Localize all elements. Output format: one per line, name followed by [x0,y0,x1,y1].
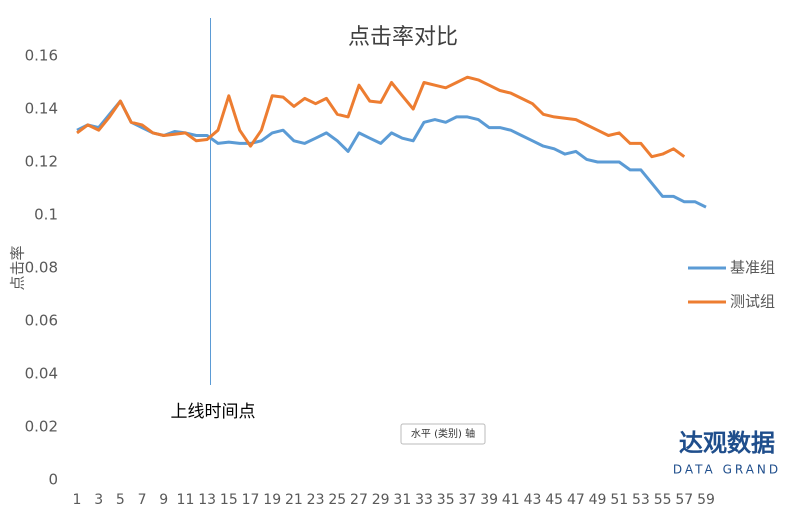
y-tick-label: 0.1 [34,206,58,224]
x-tick-label: 47 [567,492,585,508]
legend-label: 基准组 [730,259,775,277]
x-tick-label: 1 [73,492,82,508]
x-tick-label: 35 [437,492,455,508]
watermark: 达观数据 [679,429,775,457]
y-tick-label: 0 [48,471,58,489]
line-series [76,75,686,159]
y-tick-label: 0.02 [25,418,58,436]
x-tick-label: 21 [285,492,303,508]
y-tick-label: 0.12 [25,153,58,171]
x-tick-label: 39 [480,492,498,508]
y-tick-label: 0.14 [25,100,58,118]
x-tick-label: 11 [177,492,195,508]
y-axis-label: 点击率 [9,245,27,290]
x-tick-label: 59 [697,492,715,508]
x-tick-label: 45 [545,492,563,508]
x-tick-label: 15 [220,492,238,508]
x-tick-label: 57 [675,492,693,508]
x-tick-label: 41 [502,492,520,508]
y-tick-label: 0.16 [25,47,58,65]
x-tick-label: 7 [138,492,147,508]
x-tick-label: 29 [372,492,390,508]
x-tick-label: 43 [524,492,542,508]
x-tick-label: 49 [589,492,607,508]
x-tick-label: 37 [458,492,476,508]
x-tick-label: 33 [415,492,433,508]
y-tick-label: 0.08 [25,259,58,277]
y-tick-label: 0.04 [25,365,58,383]
x-tick-label: 17 [242,492,260,508]
x-tick-label: 19 [263,492,281,508]
x-tick-label: 5 [116,492,125,508]
x-tick-label: 25 [328,492,346,508]
x-tick-label: 55 [654,492,672,508]
annotation: 上线时间点 [171,402,256,422]
legend-label: 测试组 [730,293,775,311]
x-tick-label: 53 [632,492,650,508]
watermark-sub: DATA GRAND [673,463,781,477]
chart-title: 点击率对比 [348,25,458,50]
x-tick-label: 27 [350,492,368,508]
x-tick-label: 31 [393,492,411,508]
x-tick-label: 51 [610,492,628,508]
tooltip-box [400,423,486,445]
x-tick-label: 13 [198,492,216,508]
x-tick-label: 3 [94,492,103,508]
tooltip: 水平 (类别) 轴 [411,427,475,440]
x-tick-label: 23 [307,492,325,508]
y-tick-label: 0.06 [25,312,58,330]
x-tick-label: 9 [159,492,168,508]
